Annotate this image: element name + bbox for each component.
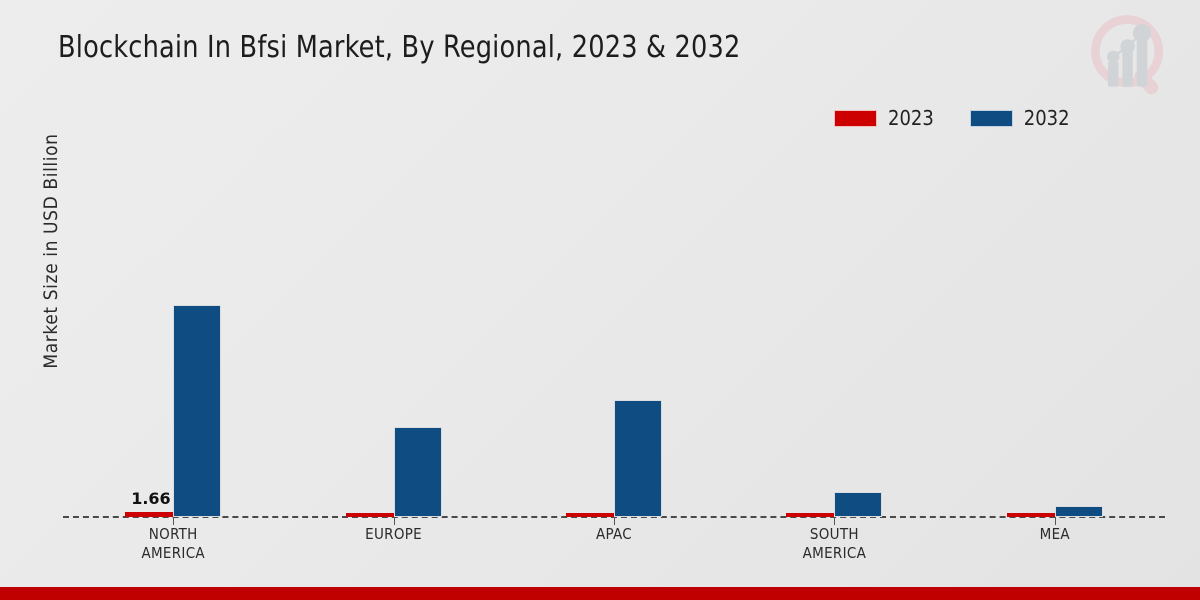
x-axis-category-label: APAC bbox=[595, 525, 632, 543]
y-axis-label: Market Size in USD Billion bbox=[40, 133, 62, 369]
watermark-logo-icon bbox=[1082, 8, 1178, 104]
legend-swatch-2023 bbox=[834, 109, 877, 127]
plot-area: 1.66 NORTH AMERICA EUROPE APAC SOUTH AMERICA… bbox=[63, 150, 1165, 562]
x-axis-category-label: MEA bbox=[1039, 525, 1070, 543]
x-axis-tick bbox=[613, 517, 615, 525]
bar-2023-3[interactable] bbox=[565, 513, 614, 517]
x-axis-tick bbox=[393, 517, 395, 525]
bar-2032-1[interactable] bbox=[173, 304, 222, 517]
legend-item-2032[interactable]: 2032 bbox=[969, 106, 1070, 130]
page-title: Blockchain In Bfsi Market, By Regional, … bbox=[58, 30, 741, 65]
x-axis-category-label: EUROPE bbox=[365, 525, 423, 543]
bar-group: EUROPE bbox=[283, 150, 503, 543]
footer-accent-bar bbox=[0, 587, 1200, 600]
chart-legend: 2023 2032 bbox=[834, 106, 1070, 130]
bar-2023-1[interactable] bbox=[125, 511, 174, 517]
legend-label-2032: 2032 bbox=[1023, 106, 1070, 130]
bar-group: SOUTH AMERICA bbox=[724, 150, 944, 562]
bar-2023-5[interactable] bbox=[1006, 513, 1055, 517]
legend-label-2023: 2023 bbox=[888, 106, 934, 130]
bar-group: APAC bbox=[504, 150, 724, 543]
x-axis-category-label: NORTH AMERICA bbox=[141, 525, 205, 562]
bar-group: 1.66 NORTH AMERICA bbox=[63, 150, 283, 562]
x-axis-tick bbox=[173, 517, 175, 525]
bar-2023-2[interactable] bbox=[345, 513, 394, 517]
x-axis-tick bbox=[1054, 517, 1056, 525]
legend-item-2023[interactable]: 2023 bbox=[834, 106, 934, 130]
bar-2023-4[interactable] bbox=[786, 513, 835, 517]
legend-swatch-2032 bbox=[969, 109, 1013, 127]
x-axis-category-label: SOUTH AMERICA bbox=[802, 525, 867, 562]
bar-value-label: 1.66 bbox=[131, 488, 171, 508]
x-axis-tick bbox=[834, 517, 836, 525]
bar-2032-3[interactable] bbox=[613, 399, 662, 517]
bar-2032-5[interactable] bbox=[1054, 506, 1103, 517]
bar-2032-2[interactable] bbox=[393, 426, 442, 517]
bar-group: MEA bbox=[945, 150, 1165, 543]
bar-2032-4[interactable] bbox=[834, 491, 883, 517]
